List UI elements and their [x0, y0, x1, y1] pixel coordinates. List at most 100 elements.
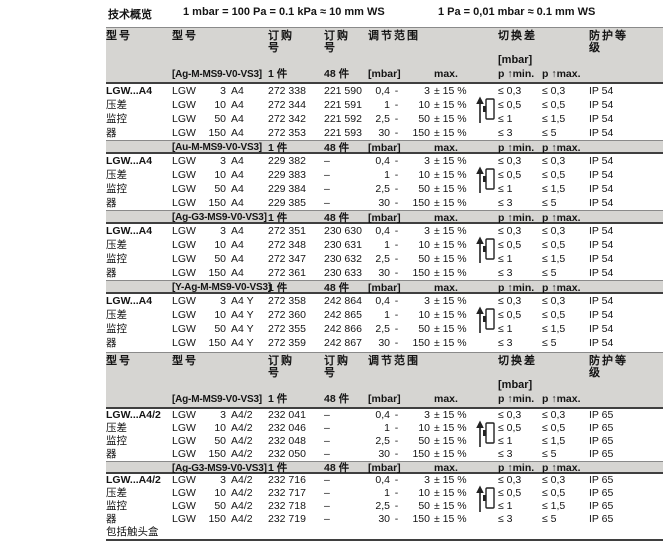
protection-cell: IP 54	[589, 197, 614, 209]
model-block: [Ag-G3-MS9-V0-VS3] 1 件 48 件 [mbar] max. p ↑mi…	[106, 210, 663, 280]
range-cell: 30-150	[378, 337, 430, 349]
tolerance-cell: ± 15 %	[434, 85, 467, 97]
column-header-switch-diff: 切换差	[498, 30, 537, 42]
variant-header-row: [Ag-G3-MS9-V0-VS3] 1 件 48 件 [mbar] max. p ↑mi…	[106, 461, 663, 474]
group-cell: 监控	[106, 183, 127, 195]
range-cell: 0,4-3	[375, 474, 430, 486]
model-cell: LGW 150 A4/2	[172, 513, 253, 525]
order-qty1-cell: 232 050	[268, 448, 306, 460]
p-arrow-min-label: p ↑min.	[498, 462, 535, 474]
spacer	[588, 141, 663, 152]
order-qty1-cell: 272 353	[268, 127, 306, 139]
tolerance-cell: ± 15 %	[434, 448, 467, 460]
spacer	[474, 448, 498, 461]
qty-48-label: 48 件	[324, 142, 350, 154]
variant-code: [Ag-G3-MS9-V0-VS3]	[172, 463, 267, 474]
switch-diff-unit-row: [mbar]	[106, 380, 663, 392]
spacer	[474, 500, 498, 513]
spacer	[474, 435, 498, 448]
protection-cell: IP 65	[589, 448, 614, 460]
spec-row: LGW...A4 LGW 3 A4 272 351 230 630 0,4-3 ± 15 % ≤…	[106, 224, 663, 238]
tolerance-cell: ± 15 %	[434, 309, 467, 321]
order-qty48-cell: 221 591	[324, 99, 362, 111]
tolerance-cell: ± 15 %	[434, 113, 467, 125]
group-cell: 器	[106, 267, 117, 279]
range-cell: 1-10	[384, 309, 430, 321]
variant-code: [Ag-M-MS9-V0-VS3]	[172, 394, 262, 405]
protection-cell: IP 65	[589, 487, 614, 499]
spacer	[474, 211, 498, 222]
p-arrow-min-label: p ↑min.	[498, 142, 535, 154]
range-unit-label: [mbar]	[368, 393, 401, 405]
qty-48-label: 48 件	[324, 68, 350, 80]
spacer	[106, 211, 172, 222]
range-unit-label: [mbar]	[368, 68, 401, 80]
order-qty48-cell: –	[324, 409, 330, 421]
variant-header-row: [Au-M-MS9-V0-VS3] 1 件 48 件 [mbar] max. p ↑min…	[106, 140, 663, 154]
range-cell: 0,4-3	[375, 409, 430, 421]
spec-row: 器 LGW 150 A4 272 361 230 633 30-150 ± 15 % ≤ 3 ≤ …	[106, 266, 663, 280]
column-header-order-qty48: 订购号	[324, 30, 350, 54]
switch-diff-unit-label: [mbar]	[498, 379, 533, 391]
spacer	[474, 141, 498, 152]
spec-row: 压差 LGW 10 A4 272 344 221 591 1-10 ± 15 % ≤ 0,5 ≤ …	[106, 98, 663, 112]
order-qty48-cell: –	[324, 513, 330, 525]
switch-diff-min-cell: ≤ 0,5	[498, 487, 522, 499]
model-block: LGW...A4 LGW 3 A4 272 338 221 590 0,4-3 ± 15 % ≤…	[106, 84, 663, 140]
spacer	[106, 67, 172, 82]
protection-cell: IP 54	[589, 169, 614, 181]
protection-cell: IP 65	[589, 435, 614, 447]
tolerance-cell: ± 15 %	[434, 337, 467, 349]
tolerance-cell: ± 15 %	[434, 239, 467, 251]
range-cell: 30-150	[378, 197, 430, 209]
qty-1-label: 1 件	[268, 282, 288, 294]
p-arrow-min-label: p ↑min.	[498, 68, 535, 80]
model-cell: LGW 10 A4/2	[172, 422, 253, 434]
model-block: [Au-M-MS9-V0-VS3] 1 件 48 件 [mbar] max. p ↑min…	[106, 140, 663, 210]
switch-diff-max-cell: ≤ 0,5	[542, 422, 566, 434]
protection-cell: IP 54	[589, 253, 614, 265]
spacer	[106, 462, 172, 472]
column-header-range: 调节范围	[368, 30, 420, 42]
range-cell: 2,5-50	[375, 500, 430, 512]
protection-cell: IP 65	[589, 500, 614, 512]
model-cell: LGW 150 A4/2	[172, 448, 253, 460]
order-qty48-cell: 242 867	[324, 337, 362, 349]
conversion-note-2: 1 Pa = 0,01 mbar ≈ 0.1 mm WS	[438, 6, 596, 18]
page-title: 技术概览	[108, 9, 152, 21]
order-qty1-cell: 272 344	[268, 99, 306, 111]
switch-diff-min-cell: ≤ 0,5	[498, 99, 522, 111]
order-qty1-cell: 272 358	[268, 295, 306, 307]
range-cell: 0,4-3	[375, 295, 430, 307]
group-cell: 压差	[106, 239, 127, 251]
switch-diff-min-cell: ≤ 1	[498, 435, 513, 447]
protection-cell: IP 65	[589, 422, 614, 434]
order-qty1-cell: 272 348	[268, 239, 306, 251]
switch-diff-unit-label: [mbar]	[498, 54, 533, 66]
spacer	[106, 281, 172, 292]
group-cell: LGW...A4	[106, 155, 153, 167]
model-cell: LGW 10 A4/2	[172, 487, 253, 499]
model-cell: LGW 50 A4	[172, 113, 244, 125]
range-unit-label: [mbar]	[368, 282, 401, 294]
p-arrow-max-label: p ↑max.	[542, 212, 581, 224]
spec-row: 压差 LGW 10 A4 Y 272 360 242 865 1-10 ± 15 % ≤ 0,5…	[106, 308, 663, 322]
protection-cell: IP 54	[589, 113, 614, 125]
footnote-text: 包括触头盒	[106, 526, 159, 538]
column-header-protection: 防护等级	[589, 355, 628, 379]
model-cell: LGW 150 A4	[172, 127, 244, 139]
switch-diff-min-cell: ≤ 3	[498, 337, 513, 349]
protection-cell: IP 54	[589, 295, 614, 307]
group-cell: LGW...A4	[106, 225, 153, 237]
order-qty48-cell: –	[324, 448, 330, 460]
tolerance-cell: ± 15 %	[434, 323, 467, 335]
order-qty1-cell: 229 385	[268, 197, 306, 209]
model-cell: LGW 10 A4	[172, 99, 244, 111]
variant-code: [Ag-G3-MS9-V0-VS3]	[172, 212, 267, 223]
order-qty1-cell: 232 719	[268, 513, 306, 525]
tolerance-cell: ± 15 %	[434, 474, 467, 486]
spec-row: 监控 LGW 50 A4/2 232 718 – 2,5-50 ± 15 % ≤ 1 ≤ 1,5 I…	[106, 500, 663, 513]
order-qty1-cell: 272 361	[268, 267, 306, 279]
order-qty48-cell: –	[324, 500, 330, 512]
range-cell: 0,4-3	[375, 225, 430, 237]
